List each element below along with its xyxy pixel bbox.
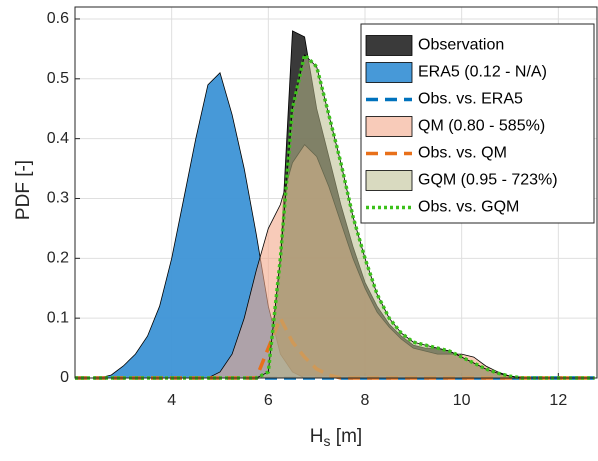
- x-label-rest: [m]: [331, 426, 363, 447]
- y-tick-label: 0.5: [47, 70, 69, 87]
- x-tick-label: 8: [361, 392, 370, 409]
- legend-label: Obs. vs. QM: [418, 145, 507, 162]
- legend-label: Obs. vs. ERA5: [418, 91, 523, 108]
- x-label-main: H: [310, 426, 324, 447]
- legend-label: ERA5 (0.12 - N/A): [418, 64, 547, 81]
- x-tick-label: 12: [549, 392, 567, 409]
- legend-swatch: [365, 170, 413, 191]
- y-tick-label: 0: [60, 369, 69, 386]
- legend-swatch: [365, 62, 413, 83]
- axes-box: [74, 6, 598, 379]
- y-tick-label: 0.2: [47, 250, 69, 267]
- y-tick-label: 0.6: [47, 10, 69, 27]
- x-axis-label: Hs [m]: [310, 426, 362, 449]
- y-tick-label: 0.4: [47, 130, 69, 147]
- legend-label: QM (0.80 - 585%): [418, 118, 545, 135]
- legend-swatch: [365, 116, 413, 137]
- legend-swatch: [365, 35, 413, 56]
- y-tick-label: 0.3: [47, 190, 69, 207]
- legend-label: GQM (0.95 - 723%): [418, 172, 558, 189]
- legend-label: Observation: [418, 37, 504, 54]
- y-axis-label: PDF [-]: [13, 160, 34, 220]
- x-tick-label: 10: [453, 392, 471, 409]
- x-tick-label: 4: [167, 392, 176, 409]
- x-tick-label: 6: [264, 392, 273, 409]
- legend-label: Obs. vs. GQM: [418, 199, 519, 216]
- x-label-sub: s: [324, 433, 331, 449]
- y-tick-label: 0.1: [47, 309, 69, 326]
